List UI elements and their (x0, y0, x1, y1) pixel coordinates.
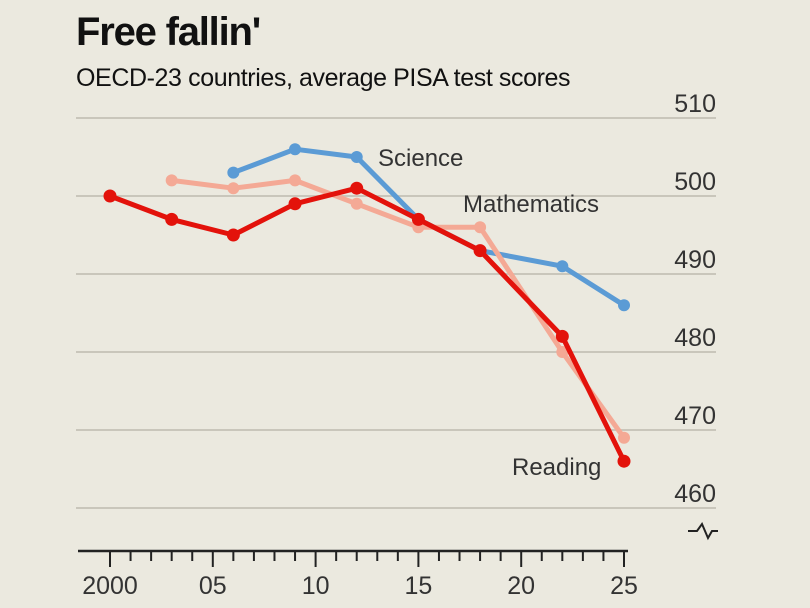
x-tick-label-2015: 15 (404, 572, 432, 600)
x-tick-label-2000: 2000 (82, 572, 138, 600)
data-point-mathematics-2022 (556, 346, 569, 358)
data-point-reading-2003 (165, 212, 179, 226)
data-point-reading-2012 (350, 181, 364, 195)
y-tick-label-510: 510 (674, 90, 716, 118)
axis-break-icon (688, 521, 718, 541)
data-point-science-2025 (618, 299, 630, 312)
series-label-mathematics: Mathematics (463, 191, 599, 218)
data-point-reading-2022 (555, 329, 569, 343)
data-point-reading-2000 (103, 189, 117, 203)
data-point-science-2022 (556, 260, 569, 273)
data-point-mathematics-2018 (474, 221, 487, 234)
chart-title: Free fallin' (76, 10, 261, 54)
data-point-reading-2009 (288, 197, 302, 211)
data-point-mathematics-2003 (165, 174, 178, 187)
data-point-mathematics-2006 (227, 182, 240, 195)
x-tick-label-2005: 05 (199, 572, 227, 600)
y-tick-label-460: 460 (674, 480, 716, 508)
x-tick-label-2020: 20 (507, 572, 535, 600)
data-point-mathematics-2009 (289, 174, 302, 187)
data-point-reading-2015 (411, 212, 425, 226)
y-tick-label-500: 500 (674, 168, 716, 196)
x-axis: 2000 05 10 15 20 25 (78, 549, 638, 600)
data-point-reading-2006 (226, 228, 240, 242)
data-point-science-2006 (227, 166, 240, 179)
y-tick-label-490: 490 (674, 246, 716, 274)
chart-subtitle: OECD-23 countries, average PISA test sco… (76, 64, 571, 92)
data-point-mathematics-2025 (618, 431, 630, 444)
y-tick-label-470: 470 (674, 402, 716, 430)
data-point-mathematics-2012 (350, 197, 363, 210)
series-label-science: Science (378, 145, 463, 172)
series-line-mathematics (169, 177, 627, 441)
gridlines (76, 117, 716, 509)
data-point-reading-2025 (617, 454, 631, 468)
y-tick-label-480: 480 (674, 324, 716, 352)
data-point-science-2012 (350, 151, 363, 163)
y-axis-tick-labels: 510 500 490 480 470 460 (674, 90, 718, 541)
data-point-reading-2018 (473, 244, 487, 258)
x-tick-label-2010: 10 (302, 572, 330, 600)
series-label-reading: Reading (512, 454, 601, 481)
data-point-science-2009 (289, 143, 302, 156)
x-tick-label-2025: 25 (610, 572, 638, 600)
series-lines (103, 143, 631, 468)
